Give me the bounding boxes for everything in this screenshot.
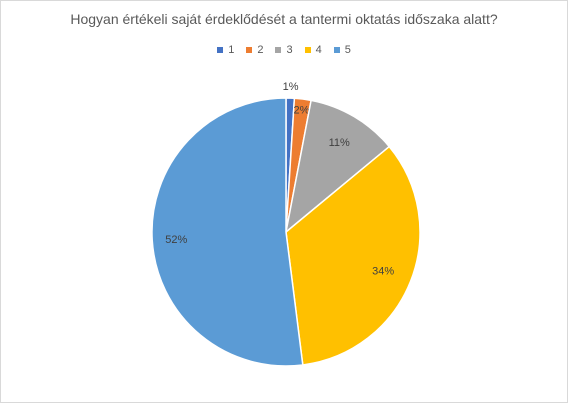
legend-label-1: 1 xyxy=(228,44,235,56)
legend-item-2: 2 xyxy=(246,44,263,56)
legend-swatch-3 xyxy=(275,47,282,53)
legend-swatch-1 xyxy=(217,47,224,53)
legend-label-5: 5 xyxy=(344,44,351,56)
data-label-3: 11% xyxy=(329,137,350,149)
legend-item-4: 4 xyxy=(304,44,322,56)
legend-label-4: 4 xyxy=(315,44,322,56)
data-label-2: 2% xyxy=(294,105,310,117)
pie-slice-4 xyxy=(285,145,421,366)
data-label-5: 52% xyxy=(165,234,187,246)
legend-item-3: 3 xyxy=(275,44,293,56)
pie-slice-3 xyxy=(284,99,391,234)
legend-item-5: 5 xyxy=(333,44,351,56)
legend-swatch-4 xyxy=(304,47,311,53)
legend-item-1: 1 xyxy=(217,44,234,56)
legend: 1 2 3 4 5 xyxy=(1,44,567,56)
pie-slice-5 xyxy=(151,97,304,367)
data-label-4: 34% xyxy=(372,266,394,278)
legend-label-3: 3 xyxy=(286,44,293,56)
chart-title: Hogyan értékeli saját érdeklődését a tan… xyxy=(70,11,498,27)
data-label-1: 1% xyxy=(283,81,299,93)
legend-swatch-2 xyxy=(246,47,253,53)
legend-swatch-5 xyxy=(333,47,340,53)
legend-label-2: 2 xyxy=(257,44,264,56)
